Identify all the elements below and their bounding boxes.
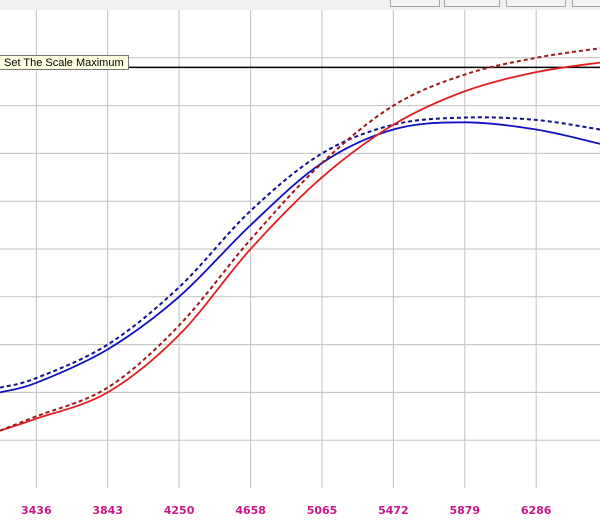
x-tick-label: 3436 (20, 504, 52, 517)
series-line-dark_red-dashed (0, 47, 600, 432)
toolbar-button-2[interactable] (444, 0, 500, 7)
x-tick-label: 6286 (520, 504, 552, 517)
toolbar-button-3[interactable] (506, 0, 566, 7)
series-line-dark_blue-dashed (0, 116, 600, 389)
x-tick-label: 5879 (449, 504, 481, 517)
series-line-blue-solid (0, 121, 600, 394)
chart-svg (0, 10, 600, 488)
x-tick-label: 5065 (306, 504, 338, 517)
plot-area[interactable]: Set The Scale Maximum (0, 10, 600, 488)
toolbar-button-4[interactable] (572, 0, 600, 7)
scale-maximum-tooltip: Set The Scale Maximum (0, 55, 129, 70)
x-tick-label: 4250 (163, 504, 195, 517)
series-line-red-solid (0, 61, 600, 432)
x-tick-label: 5472 (378, 504, 409, 517)
toolbar-button-1[interactable] (390, 0, 440, 7)
x-tick-label: 3843 (92, 504, 123, 517)
x-axis: 3436 3843 4250 4658 5065 5472 5879 6286 (0, 488, 600, 526)
toolbar (0, 0, 600, 10)
x-tick-label: 4658 (235, 504, 266, 517)
